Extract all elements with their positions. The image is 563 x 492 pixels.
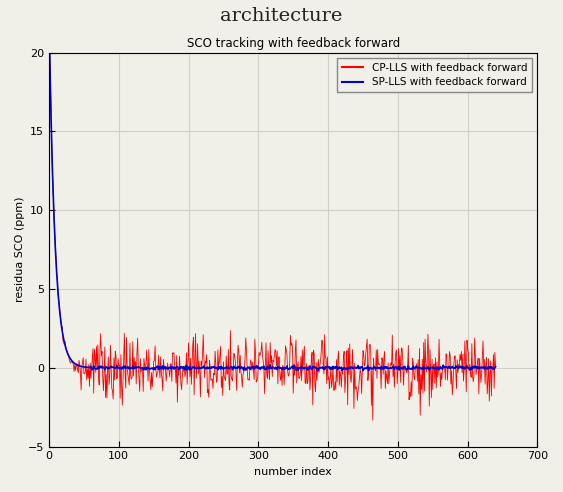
SP-LLS with feedback forward bbox=[46, 50, 53, 56]
SP-LLS with feedback forward bbox=[181, 366, 187, 371]
SP-LLS with feedback forward bbox=[174, 364, 181, 369]
CP-LLS with feedback forward bbox=[174, 400, 181, 405]
CP-LLS with feedback forward bbox=[492, 363, 499, 369]
Y-axis label: residua SCO (ppm): residua SCO (ppm) bbox=[15, 197, 25, 303]
Legend: CP-LLS with feedback forward, SP-LLS with feedback forward: CP-LLS with feedback forward, SP-LLS wit… bbox=[337, 58, 532, 92]
X-axis label: number index: number index bbox=[254, 467, 332, 477]
SP-LLS with feedback forward bbox=[492, 364, 499, 369]
Title: SCO tracking with feedback forward: SCO tracking with feedback forward bbox=[186, 37, 400, 50]
Line: CP-LLS with feedback forward: CP-LLS with feedback forward bbox=[50, 53, 495, 420]
CP-LLS with feedback forward bbox=[373, 347, 379, 353]
Line: SP-LLS with feedback forward: SP-LLS with feedback forward bbox=[50, 53, 495, 371]
CP-LLS with feedback forward bbox=[60, 338, 66, 344]
SP-LLS with feedback forward bbox=[373, 365, 379, 370]
CP-LLS with feedback forward bbox=[307, 374, 314, 380]
CP-LLS with feedback forward bbox=[181, 368, 187, 373]
SP-LLS with feedback forward bbox=[307, 365, 314, 371]
Text: architecture: architecture bbox=[220, 7, 343, 26]
CP-LLS with feedback forward bbox=[369, 417, 376, 423]
CP-LLS with feedback forward bbox=[88, 366, 95, 371]
SP-LLS with feedback forward bbox=[60, 333, 66, 338]
SP-LLS with feedback forward bbox=[88, 365, 95, 371]
SP-LLS with feedback forward bbox=[314, 368, 321, 374]
CP-LLS with feedback forward bbox=[46, 50, 53, 56]
